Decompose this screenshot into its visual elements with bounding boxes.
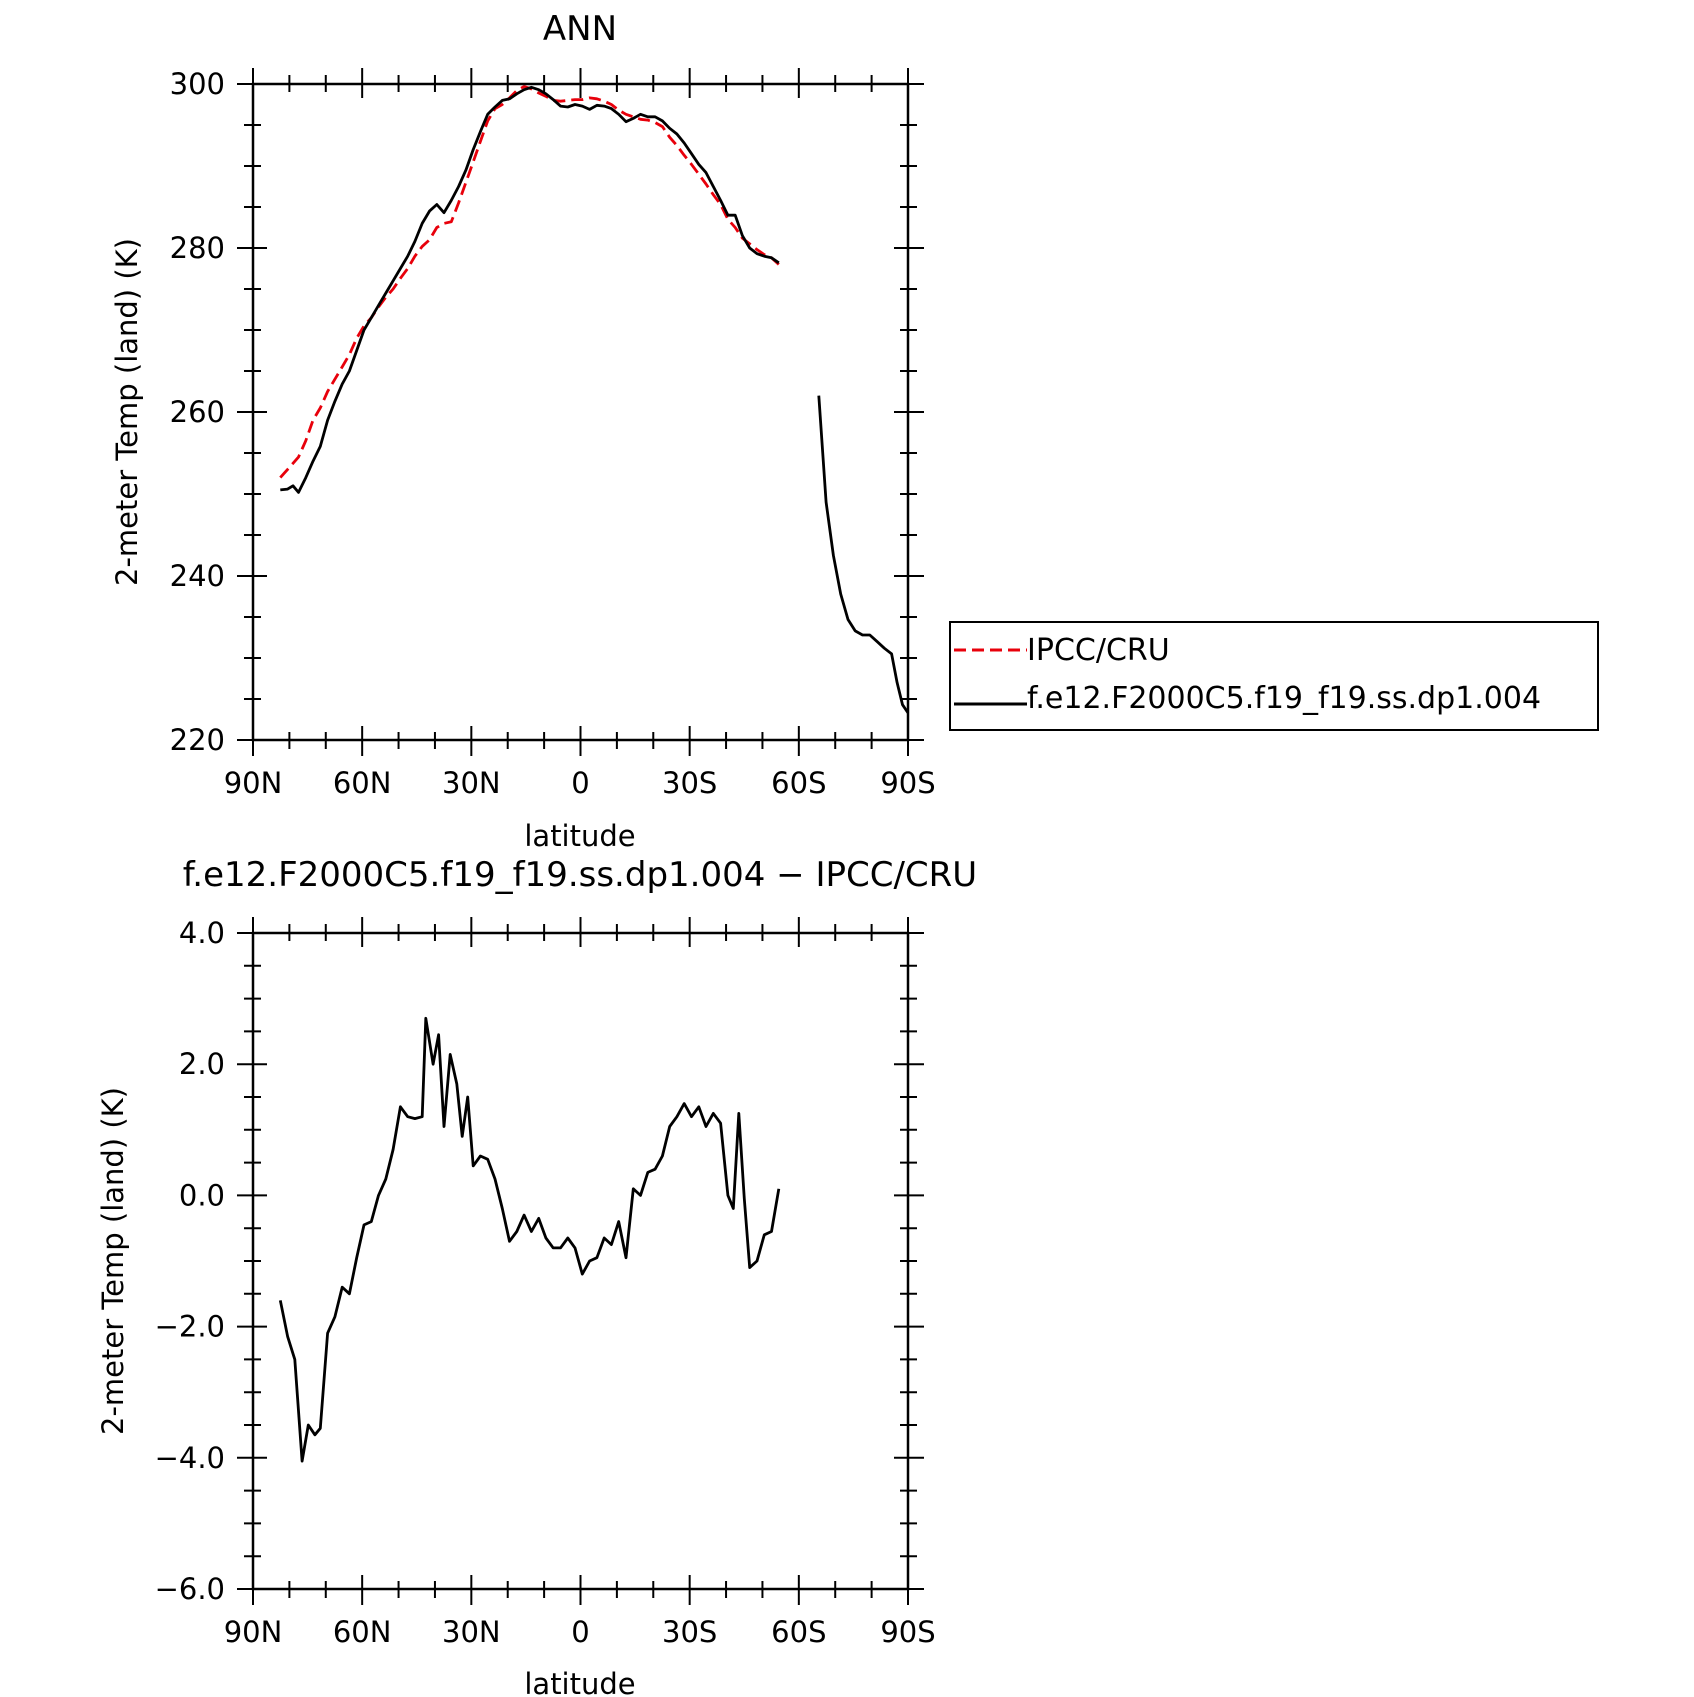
top-panel-y-axis-label: 2-meter Temp (land) (K) [110,238,144,586]
top-panel-title: ANN [543,9,617,49]
top-y-tick-label: 280 [170,231,225,265]
top-series-0-line [279,85,780,479]
top-x-tick-label: 60N [333,766,392,800]
top-x-tick-label: 90N [224,766,283,800]
bottom-y-tick-label: −2.0 [155,1310,225,1344]
legend-label-ipcc-cru: IPCC/CRU [1027,633,1170,668]
bottom-y-tick-label: 0.0 [179,1178,225,1212]
top-series-1-line [817,395,910,714]
bottom-panel-x-tick-labels: 90N 60N 30N 0 30S 60S 90S [224,1615,936,1649]
top-x-tick-label: 60S [771,766,826,800]
top-series-1-line [280,85,780,494]
bottom-series-0-line [278,1016,781,1463]
bottom-y-tick-label: −4.0 [155,1441,225,1475]
bottom-panel-frame [251,931,910,1591]
bottom-panel-x-axis-label: latitude [524,1667,635,1697]
top-y-tick-label: 260 [170,395,225,429]
bottom-x-tick-label: 60N [333,1615,392,1649]
top-panel-x-axis-label: latitude [524,819,635,853]
top-y-tick-label: 240 [170,559,225,593]
bottom-y-tick-label: 4.0 [179,916,225,950]
bottom-y-tick-label: −6.0 [155,1572,225,1606]
bottom-panel-y-axis-label: 2-meter Temp (land) (K) [96,1087,130,1435]
top-panel: ANN 90N 60N 30N 0 30S 60S 90S 300280260240220 … [110,9,936,853]
bottom-y-tick-label: 2.0 [179,1047,225,1081]
bottom-panel-y-tick-labels: 4.0 2.0 0.0 −2.0 −4.0 −6.0 [155,916,225,1606]
top-y-tick-label: 220 [170,723,225,757]
bottom-x-tick-label: 0 [571,1615,589,1649]
top-x-tick-label: 30S [662,766,717,800]
bottom-x-tick-label: 30S [662,1615,717,1649]
bottom-x-tick-label: 60S [771,1615,826,1649]
bottom-panel-title: f.e12.F2000C5.f19_f19.ss.dp1.004 − IPCC/… [183,855,977,895]
top-panel-series [279,85,910,714]
top-x-tick-label: 0 [571,766,589,800]
bottom-panel-series [278,1016,781,1463]
bottom-x-tick-label: 90N [224,1615,283,1649]
top-panel-y-tick-labels: 300 280 260 240 220 [170,67,225,757]
top-x-tick-label: 90S [880,766,935,800]
bottom-panel-ticks [237,917,924,1605]
legend: IPCC/CRU f.e12.F2000C5.f19_f19.ss.dp1.00… [949,621,1599,731]
bottom-panel: f.e12.F2000C5.f19_f19.ss.dp1.004 − IPCC/… [96,855,977,1697]
top-panel-x-tick-labels: 90N 60N 30N 0 30S 60S 90S [224,766,936,800]
bottom-x-tick-label: 90S [880,1615,935,1649]
legend-box [949,621,1599,731]
legend-label-model: f.e12.F2000C5.f19_f19.ss.dp1.004 [1027,681,1541,716]
top-panel-frame [251,82,910,742]
bottom-x-tick-label: 30N [442,1615,501,1649]
top-x-tick-label: 30N [442,766,501,800]
top-y-tick-label: 300 [170,67,225,101]
